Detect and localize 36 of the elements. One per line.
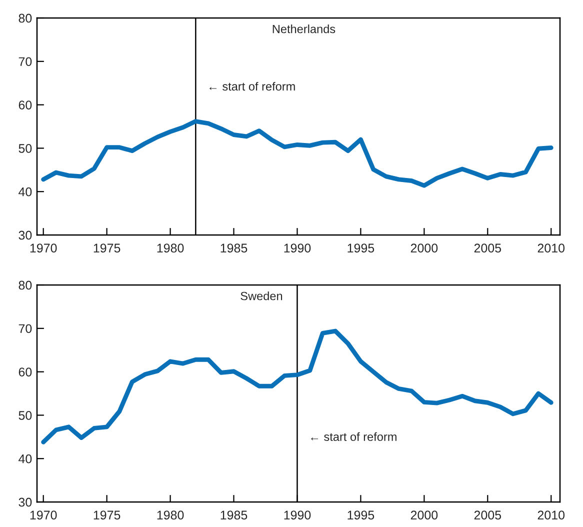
y-tick-label: 30 bbox=[18, 498, 32, 507]
y-tick-label: 70 bbox=[18, 324, 32, 334]
x-tick-label: 1970 bbox=[30, 510, 57, 520]
x-tick-label: 2000 bbox=[410, 244, 438, 253]
line-series bbox=[41, 119, 554, 188]
x-tick-label: 2010 bbox=[538, 510, 565, 520]
x-tick-label: 1995 bbox=[348, 510, 374, 520]
x-tick-label: 1985 bbox=[220, 244, 248, 253]
y-tick-label: 50 bbox=[18, 144, 32, 153]
y-tick-label: 80 bbox=[18, 14, 32, 23]
x-tick-label: 1970 bbox=[30, 244, 57, 253]
ref-line-label: ← start of reform bbox=[210, 82, 295, 91]
x-tick-label: 2000 bbox=[410, 510, 438, 520]
y-tick-label: 40 bbox=[18, 187, 32, 196]
y-tick-label: 60 bbox=[18, 368, 32, 376]
y-tick-label: 70 bbox=[18, 57, 32, 66]
x-tick-label: 1975 bbox=[94, 510, 120, 520]
x-tick-label: 1990 bbox=[284, 244, 311, 253]
x-tick-label: 2010 bbox=[538, 244, 565, 253]
x-tick-label: 1995 bbox=[348, 244, 374, 253]
chart-title: Netherlands bbox=[272, 24, 336, 34]
y-tick-label: 60 bbox=[18, 100, 32, 110]
x-tick-label: 2005 bbox=[474, 510, 502, 520]
x-tick-label: 2005 bbox=[474, 244, 502, 253]
x-tick-label: 1980 bbox=[157, 510, 184, 520]
chart-title: Sweden bbox=[240, 292, 282, 300]
y-tick-label: 80 bbox=[18, 280, 32, 290]
y-tick-label: 40 bbox=[18, 454, 32, 464]
x-tick-label: 1980 bbox=[157, 244, 184, 253]
x-tick-label: 1975 bbox=[94, 244, 120, 253]
y-tick-label: 50 bbox=[18, 411, 32, 420]
ref-line-label: ← start of reform bbox=[311, 432, 396, 441]
line-series bbox=[41, 328, 554, 444]
x-tick-label: 1990 bbox=[284, 510, 311, 520]
y-tick-label: 30 bbox=[18, 230, 32, 240]
x-tick-label: 1985 bbox=[220, 510, 248, 520]
